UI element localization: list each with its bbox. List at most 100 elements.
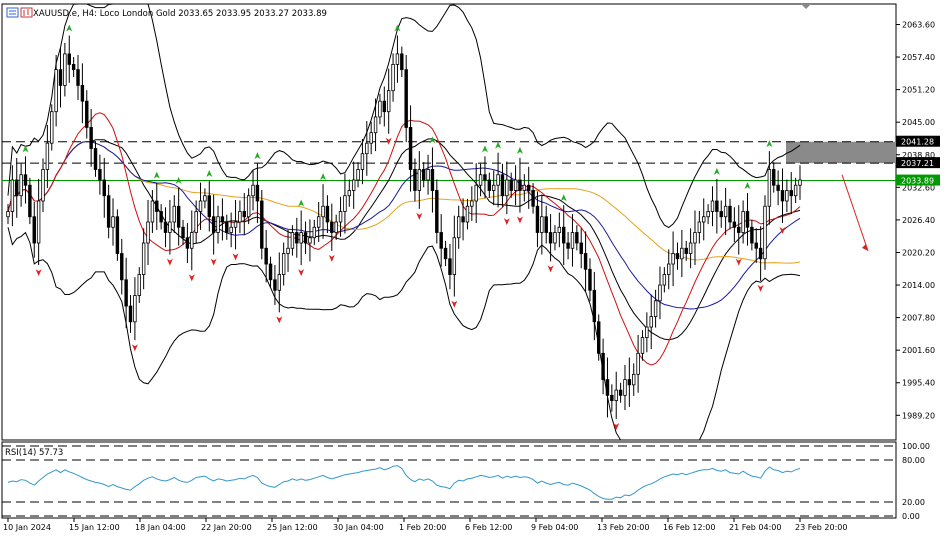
candle-120[interactable]	[531, 183, 535, 214]
candle-61[interactable]	[273, 265, 277, 305]
candle-117[interactable]	[518, 157, 522, 213]
candle-181[interactable]	[798, 165, 802, 200]
candle-180[interactable]	[793, 177, 798, 204]
candle-14[interactable]	[67, 35, 71, 83]
candle-179[interactable]	[789, 172, 793, 215]
candle-40[interactable]	[181, 219, 185, 246]
candle-17[interactable]	[80, 63, 85, 124]
candle-154[interactable]	[680, 229, 684, 278]
candle-103[interactable]	[456, 205, 461, 249]
candle-73[interactable]	[325, 195, 330, 234]
candle-156[interactable]	[688, 228, 693, 269]
candle-110[interactable]	[487, 172, 492, 198]
candle-111[interactable]	[491, 170, 496, 206]
candle-146[interactable]	[645, 312, 649, 353]
rsi-plot-frame[interactable]	[1, 441, 897, 519]
candle-20[interactable]	[93, 141, 98, 177]
candle-149[interactable]	[658, 266, 662, 320]
candle-97[interactable]	[430, 147, 435, 213]
candle-98[interactable]	[435, 179, 439, 244]
candle-83[interactable]	[369, 121, 373, 155]
candle-142[interactable]	[627, 357, 632, 407]
candlesticks[interactable]	[6, 35, 802, 419]
candle-94[interactable]	[417, 151, 422, 209]
candle-122[interactable]	[540, 194, 544, 255]
candle-71[interactable]	[316, 202, 321, 242]
candle-34[interactable]	[155, 182, 159, 230]
candle-3[interactable]	[19, 163, 23, 207]
candle-141[interactable]	[623, 364, 627, 411]
candle-78[interactable]	[347, 179, 352, 207]
candle-81[interactable]	[360, 139, 365, 185]
candle-80[interactable]	[356, 162, 360, 188]
candle-163[interactable]	[719, 200, 723, 228]
candle-119[interactable]	[526, 166, 531, 209]
candle-50[interactable]	[225, 214, 229, 240]
candle-90[interactable]	[400, 46, 404, 78]
candle-48[interactable]	[216, 205, 220, 244]
candle-63[interactable]	[281, 242, 286, 286]
candle-177[interactable]	[780, 168, 785, 224]
candle-30[interactable]	[137, 267, 141, 303]
candle-10[interactable]	[50, 104, 54, 151]
candle-52[interactable]	[233, 199, 238, 250]
candle-41[interactable]	[185, 223, 190, 263]
candle-64[interactable]	[286, 229, 290, 272]
candle-21[interactable]	[98, 154, 102, 195]
candle-140[interactable]	[618, 382, 623, 403]
candle-95[interactable]	[421, 162, 426, 188]
candle-28[interactable]	[128, 295, 133, 333]
candle-51[interactable]	[229, 212, 233, 248]
candle-155[interactable]	[684, 240, 688, 261]
candle-70[interactable]	[312, 219, 317, 246]
candle-147[interactable]	[649, 294, 653, 350]
candle-125[interactable]	[553, 225, 557, 251]
candle-69[interactable]	[308, 219, 312, 262]
candle-124[interactable]	[548, 214, 553, 262]
candle-118[interactable]	[522, 174, 527, 202]
candle-86[interactable]	[382, 86, 387, 127]
candle-55[interactable]	[246, 188, 251, 225]
candle-33[interactable]	[150, 189, 155, 234]
candle-89[interactable]	[395, 35, 400, 83]
candle-133[interactable]	[588, 258, 592, 302]
candle-57[interactable]	[255, 163, 260, 224]
candle-162[interactable]	[715, 178, 719, 234]
rsi-panel[interactable]	[1, 441, 897, 519]
chart-type-icon[interactable]	[20, 7, 33, 18]
candle-136[interactable]	[601, 338, 605, 395]
candle-134[interactable]	[592, 271, 597, 341]
candle-92[interactable]	[408, 105, 413, 192]
candle-107[interactable]	[474, 163, 478, 224]
candle-39[interactable]	[176, 187, 181, 246]
candle-58[interactable]	[260, 189, 264, 260]
candle-67[interactable]	[299, 210, 303, 266]
candle-82[interactable]	[365, 121, 369, 176]
candle-88[interactable]	[391, 53, 395, 102]
candle-143[interactable]	[632, 363, 636, 396]
candle-68[interactable]	[303, 221, 308, 255]
chart-menu-icon[interactable]	[6, 7, 19, 18]
candle-4[interactable]	[23, 156, 28, 204]
candle-85[interactable]	[378, 93, 382, 125]
shift-marker-icon[interactable]	[801, 4, 811, 9]
candle-75[interactable]	[334, 214, 338, 240]
candle-5[interactable]	[28, 177, 32, 225]
candle-0[interactable]	[6, 204, 10, 225]
candle-46[interactable]	[207, 181, 211, 232]
candle-104[interactable]	[461, 198, 465, 241]
candle-176[interactable]	[776, 170, 780, 206]
candle-7[interactable]	[36, 178, 41, 266]
candle-100[interactable]	[443, 240, 448, 267]
candle-131[interactable]	[579, 228, 583, 269]
candle-168[interactable]	[741, 200, 745, 244]
candle-151[interactable]	[667, 249, 671, 290]
candle-15[interactable]	[71, 57, 76, 78]
candle-76[interactable]	[338, 196, 343, 237]
candle-32[interactable]	[146, 199, 150, 266]
candle-12[interactable]	[58, 47, 63, 108]
candle-137[interactable]	[605, 357, 610, 418]
candle-174[interactable]	[767, 151, 772, 225]
candle-172[interactable]	[758, 226, 763, 281]
